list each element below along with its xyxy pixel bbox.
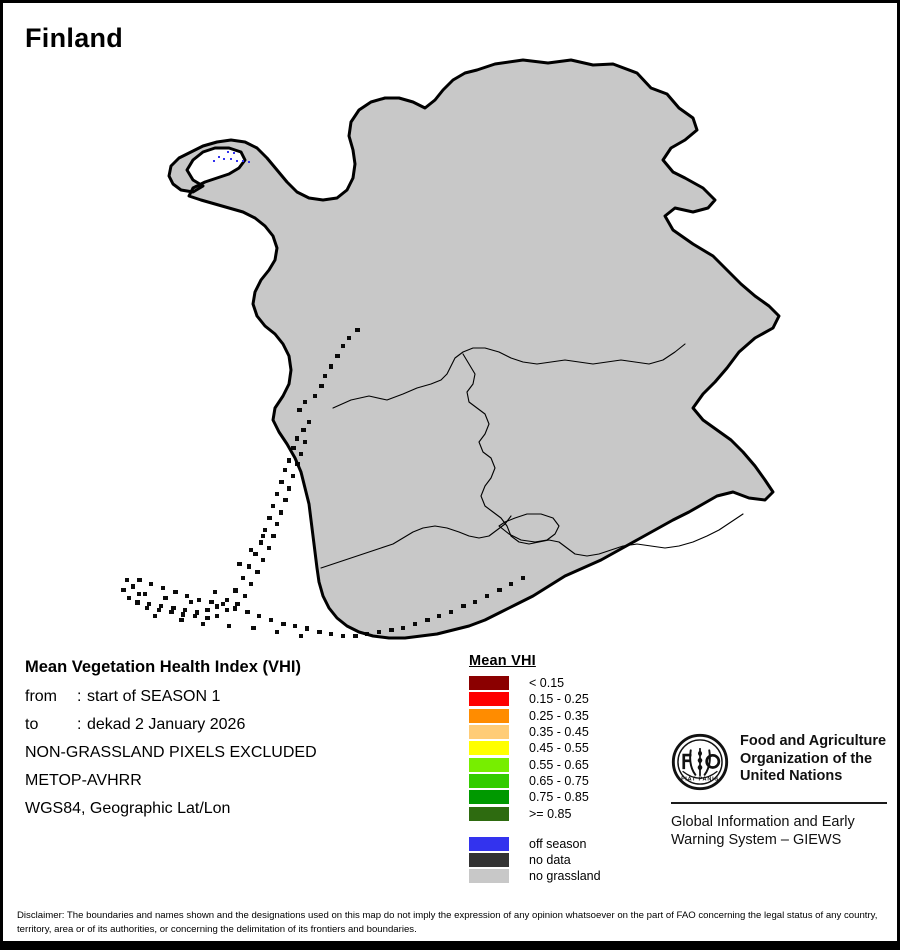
svg-text:FIAT PANIS: FIAT PANIS [681,777,719,783]
legend-row-no-grassland[interactable]: no grassland [469,868,601,884]
legend-spacer [469,822,601,836]
legend-label: no grassland [529,869,601,884]
to-value: dekad 2 January 2026 [87,716,246,733]
archipelago-speckle [121,328,525,638]
country-shape-finland [167,58,781,640]
legend-label: 0.15 - 0.25 [529,692,589,707]
legend-row[interactable]: 0.75 - 0.85 [469,789,601,805]
legend-swatch [469,725,509,740]
page-title: Finland [25,23,124,53]
legend-swatch [469,676,509,691]
legend-label: off season [529,836,587,851]
legend-row[interactable]: 0.45 - 0.55 [469,740,601,756]
legend-swatch [469,836,509,851]
legend-label: 0.55 - 0.65 [529,757,589,772]
from-label: from [25,688,57,705]
legend-label: no data [529,853,571,868]
region-boundaries [320,343,744,569]
legend-label: >= 0.85 [529,806,572,821]
legend-row[interactable]: < 0.15 [469,675,601,691]
legend-row-no-data[interactable]: no data [469,852,601,868]
legend-swatch [469,692,509,707]
giews-line-1: Global Information and Early [671,814,855,830]
to-label: to [25,716,39,733]
fao-org-line-1: Food and Agriculture [740,733,887,749]
legend-row[interactable]: 0.65 - 0.75 [469,773,601,789]
giews-name: Global Information and Early Warning Sys… [671,813,887,849]
legend-swatch [469,708,509,723]
metadata-projection: WGS84, Geographic Lat/Lon [25,800,231,817]
off-season-pixels [213,151,250,163]
legend-swatch [469,773,509,788]
from-separator: : [77,688,82,705]
metadata-heading: Mean Vegetation Health Index (VHI) [25,658,301,676]
legend-row[interactable]: 0.15 - 0.25 [469,691,601,707]
bottom-bar [3,941,897,947]
metadata-from-row: from: start of SEASON 1 [25,688,445,706]
legend-row[interactable]: 0.35 - 0.45 [469,724,601,740]
legend-label: 0.25 - 0.35 [529,708,589,723]
map-metadata-block: Mean Vegetation Health Index (VHI) from:… [25,658,445,828]
map-legend: Mean VHI < 0.15 0.15 - 0.25 0.25 - 0.35 … [469,653,601,885]
fao-organization-name: Food and Agriculture Organization of the… [740,733,886,786]
fao-branding-block: FIAT PANIS Food and Agriculture Organiza… [671,733,887,849]
from-value: start of SEASON 1 [87,688,221,705]
fao-org-line-2: Organization of the [740,750,873,767]
legend-row[interactable]: 0.25 - 0.35 [469,708,601,724]
legend-swatch [469,741,509,756]
legend-title: Mean VHI [469,653,536,669]
legend-row[interactable]: >= 0.85 [469,805,601,821]
legend-swatch [469,853,509,868]
legend-swatch [469,869,509,884]
finland-landmass [167,58,781,640]
fao-divider [671,802,887,804]
legend-label: 0.35 - 0.45 [529,725,589,740]
legend-label: 0.45 - 0.55 [529,741,589,756]
region-boundary-south [320,515,512,569]
legend-row-off-season[interactable]: off season [469,836,601,852]
map-canvas[interactable] [3,48,897,648]
metadata-sensor: METOP-AVHRR [25,772,142,789]
legend-swatch [469,806,509,821]
disclaimer-text: Disclaimer: The boundaries and names sho… [17,910,878,935]
fao-org-line-3: United Nations [740,768,843,784]
legend-swatch [469,790,509,805]
region-boundary-north [332,343,686,409]
legend-swatch [469,757,509,772]
region-boundary-southeast-lobe [498,513,560,543]
metadata-pixel-note: NON-GRASSLAND PIXELS EXCLUDED [25,744,317,761]
fao-logo-icon: FIAT PANIS [671,733,729,791]
legend-row[interactable]: 0.55 - 0.65 [469,756,601,772]
legend-label: 0.75 - 0.85 [529,790,589,805]
legend-label: < 0.15 [529,676,565,691]
fao-header: FIAT PANIS Food and Agriculture Organiza… [671,733,887,791]
metadata-to-row: to: dekad 2 January 2026 [25,716,445,734]
region-boundary-central [462,353,744,557]
to-separator: : [77,716,82,733]
giews-line-2: Warning System – GIEWS [671,832,842,848]
legend-label: 0.65 - 0.75 [529,773,589,788]
